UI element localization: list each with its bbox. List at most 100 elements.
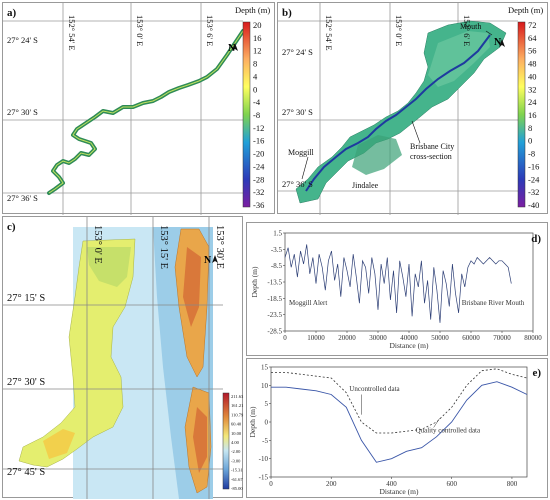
panel-a-colorbar-tick: -8 xyxy=(253,110,260,120)
y-tick-label: -15 xyxy=(259,474,269,482)
x-tick-label: 80000 xyxy=(524,334,542,342)
panel-c-lat-label: 27° 45' S xyxy=(7,467,45,478)
panel-a-colorbar-ticks: 20 16 12 8 4 0 -4 -8 -12 -16 -20 -24 -28 -32 -36 xyxy=(253,20,265,210)
panel-d-label: d) xyxy=(531,233,541,245)
panel-a-lon-label: 152° 54' E xyxy=(67,15,77,51)
panel-b-colorbar-tick: 40 xyxy=(528,71,537,81)
panel-c-map xyxy=(3,217,230,499)
panel-c-colorbar-ticks: 211.63 161.21 110.79 60.40 10.00 4.00 -2.00 -3.… xyxy=(231,394,244,491)
panel-b-colorbar xyxy=(517,21,526,208)
panel-c-label: c) xyxy=(7,221,16,233)
panel-c-grid xyxy=(3,217,223,499)
panel-c: c) 27° 15' S 27° 30' S 27° 45' S 153° 0'… xyxy=(2,216,244,499)
panel-a-colorbar-title: Depth (m) xyxy=(235,5,270,15)
panel-b-city-label-2: cross-section xyxy=(410,152,452,161)
y-axis-title: Depth (m) xyxy=(250,266,259,298)
series-line xyxy=(284,244,512,323)
panel-a-colorbar-tick: -16 xyxy=(253,136,264,146)
panel-b-label: b) xyxy=(282,7,292,19)
panel-c-north-label: N xyxy=(204,255,212,266)
panel-b-colorbar-ticks: 72 64 56 48 40 32 24 16 8 0 -8 -16 -24 -32 -40 xyxy=(528,20,540,210)
panel-b-colorbar-tick: 8 xyxy=(528,123,532,133)
panel-b-moggill-label: Moggill xyxy=(288,148,315,157)
panel-c-lat-label: 27° 15' S xyxy=(7,293,45,304)
series-label-quality: Quality controlled data xyxy=(416,426,481,434)
panel-c-mainland xyxy=(18,238,136,468)
panel-b: b) 27° 24' S 27° 30' S 27° 36' S 152° 54… xyxy=(277,2,548,215)
panel-a-lon-label: 153° 0' E xyxy=(135,15,145,46)
panel-a-colorbar-tick: 12 xyxy=(253,46,262,56)
panel-b-lon-label: 153° 0' E xyxy=(394,15,404,46)
panel-a-colorbar-tick: 0 xyxy=(253,84,257,94)
panel-b-city-label: Brisbane City xyxy=(410,142,454,151)
panel-b-colorbar-tick: -8 xyxy=(528,149,535,159)
panel-c-lon-label: 153° 0' E xyxy=(92,225,103,264)
panel-a-map xyxy=(3,3,251,215)
panel-b-colorbar-tick: 72 xyxy=(528,20,537,30)
panel-b-colorbar-tick: 24 xyxy=(528,97,537,107)
panel-a-colorbar-tick: 8 xyxy=(253,59,257,69)
annotation-river-mouth: Brisbane River Mouth xyxy=(462,299,525,307)
panel-b-mouth-label: Mouth xyxy=(460,22,481,31)
panel-c-colorbar-tick: -85.00 xyxy=(231,486,243,491)
panel-e-label: e) xyxy=(532,367,541,379)
x-tick-label: 60000 xyxy=(462,334,480,342)
panel-b-colorbar-tick: -16 xyxy=(528,161,539,171)
panel-a-lat-label: 27° 36' S xyxy=(7,193,38,203)
panel-e: 0 200 400 600 800 15 10 5 0 -5 -10 -15 Distance (m) D… xyxy=(246,358,548,498)
panel-a-colorbar-tick: -32 xyxy=(253,187,264,197)
panel-a-text-layer: 27° 24' S 27° 30' S 27° 36' S 152° 54' E… xyxy=(7,5,270,210)
panel-c-colorbar-tick: 4.00 xyxy=(231,440,240,445)
y-tick-label: -18.5 xyxy=(267,295,282,303)
panel-b-text-layer: 27° 24' S 27° 30' S 27° 36' S 152° 54' E… xyxy=(282,5,543,210)
annotation-moggill: Moggill Alert xyxy=(289,299,327,307)
panel-b-colorbar-tick: 32 xyxy=(528,84,537,94)
panel-a-colorbar-tick: 16 xyxy=(253,33,262,43)
panel-b-colorbar-tick: 16 xyxy=(528,110,537,120)
panel-a-colorbar-tick: 20 xyxy=(253,20,262,30)
y-tick-label: -28.5 xyxy=(267,328,282,336)
panel-c-colorbar-tick: -2.00 xyxy=(231,449,241,454)
panel-c-colorbar-tick: 60.40 xyxy=(231,422,242,427)
panel-a-colorbar-tick: -28 xyxy=(253,174,264,184)
panel-b-jindalee-label: Jindalee xyxy=(352,181,379,190)
x-tick-label: 200 xyxy=(326,480,337,488)
series-line xyxy=(271,381,528,463)
panel-b-channel xyxy=(305,34,491,192)
panel-b-lat-label: 27° 30' S xyxy=(282,107,313,117)
y-tick-label: 1.5 xyxy=(273,230,282,238)
panel-b-colorbar-tick: 48 xyxy=(528,59,537,69)
x-tick-label: 10000 xyxy=(307,334,325,342)
panel-b-colorbar-tick: 56 xyxy=(528,46,537,56)
x-tick-label: 40000 xyxy=(400,334,418,342)
panel-d: 0 10000 20000 30000 40000 50000 60000 70000 8000… xyxy=(246,222,548,356)
panel-c-text-layer: 27° 15' S 27° 30' S 27° 45' S 153° 0' E … xyxy=(7,225,244,491)
y-tick-label: -3.5 xyxy=(271,246,283,254)
panel-b-leaders xyxy=(301,30,493,180)
x-tick-label: 400 xyxy=(386,480,397,488)
panel-c-colorbar-tick: 110.79 xyxy=(231,412,244,417)
panel-a-colorbar xyxy=(242,21,251,208)
panel-a-north-arrow xyxy=(232,43,238,51)
panel-e-chart: 0 200 400 600 800 15 10 5 0 -5 -10 -15 Distance (m) D… xyxy=(248,364,528,496)
panel-c-colorbar xyxy=(222,392,230,490)
panel-b-north-label: N xyxy=(494,37,502,48)
panel-b-colorbar-tick: -40 xyxy=(528,200,539,210)
x-axis-title: Distance (m) xyxy=(390,341,429,350)
x-tick-label: 0 xyxy=(269,480,273,488)
series-line xyxy=(271,368,528,434)
panel-a-colorbar-tick: -20 xyxy=(253,149,264,159)
y-tick-label: 15 xyxy=(261,364,269,372)
panel-c-lat-label: 27° 30' S xyxy=(7,377,45,388)
panel-a-colorbar-tick: -12 xyxy=(253,123,264,133)
panel-c-lon-label: 153° 30' E xyxy=(214,225,225,269)
panel-a-north-label: N xyxy=(228,43,236,54)
panel-b-map xyxy=(278,3,526,215)
x-tick-label: 70000 xyxy=(493,334,511,342)
panel-b-colorbar-tick: 64 xyxy=(528,33,537,43)
panel-c-lon-label: 153° 15' E xyxy=(158,225,169,269)
x-tick-label: 800 xyxy=(507,480,518,488)
panel-b-lat-label: 27° 24' S xyxy=(282,47,313,57)
panel-a-lat-label: 27° 30' S xyxy=(7,107,38,117)
y-tick-label: -10 xyxy=(259,455,269,463)
